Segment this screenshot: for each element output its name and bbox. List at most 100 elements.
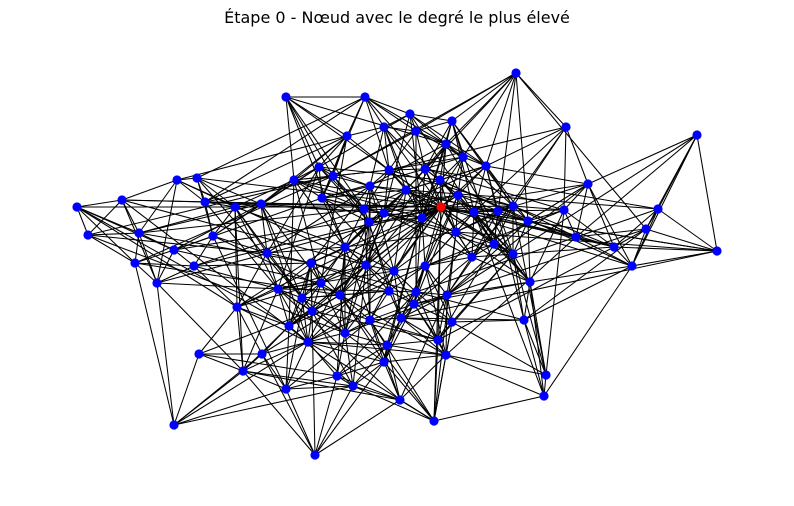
graph-edge bbox=[388, 130, 417, 171]
graph-edge bbox=[332, 169, 390, 177]
graph-edge bbox=[527, 220, 531, 283]
graph-node bbox=[396, 313, 406, 323]
graph-edge bbox=[293, 135, 348, 181]
graph-edge bbox=[512, 246, 615, 255]
graph-edge bbox=[543, 265, 633, 397]
graph-node-highest-degree bbox=[436, 202, 446, 212]
graph-edge bbox=[399, 294, 448, 401]
graph-node bbox=[467, 252, 477, 262]
graph-edge bbox=[196, 96, 366, 179]
graph-node bbox=[361, 260, 371, 270]
graph-node bbox=[316, 278, 326, 288]
graph-edge bbox=[332, 130, 417, 177]
graph-node bbox=[379, 122, 389, 132]
graph-node bbox=[379, 208, 389, 218]
graph-edge bbox=[266, 252, 279, 290]
graph-edge bbox=[415, 291, 525, 321]
graph-edge bbox=[307, 206, 442, 343]
graph-edge bbox=[433, 354, 447, 422]
graph-edge bbox=[451, 321, 547, 376]
graph-node bbox=[289, 175, 299, 185]
graph-node bbox=[519, 315, 529, 325]
graph-edge bbox=[364, 96, 447, 145]
graph-node bbox=[384, 165, 394, 175]
graph-edge bbox=[318, 113, 411, 168]
graph-edge bbox=[440, 206, 633, 267]
graph-edge bbox=[344, 221, 370, 334]
graph-edge bbox=[383, 126, 390, 171]
graph-edge bbox=[515, 72, 567, 128]
graph-node bbox=[365, 315, 375, 325]
graph-edge bbox=[204, 96, 366, 203]
graph-edge bbox=[400, 317, 525, 321]
graph-node bbox=[411, 126, 421, 136]
graph-node bbox=[469, 207, 479, 217]
graph-edge bbox=[76, 206, 238, 308]
graph-node bbox=[508, 201, 518, 211]
graph-node bbox=[208, 231, 218, 241]
graph-edge bbox=[400, 317, 439, 341]
graph-edge bbox=[301, 297, 371, 321]
graph-edge bbox=[485, 126, 567, 167]
graph-edge bbox=[193, 206, 442, 267]
graph-edge bbox=[563, 209, 615, 248]
graph-edge bbox=[261, 341, 309, 355]
graph-edge bbox=[236, 306, 263, 355]
graph-edge bbox=[439, 179, 633, 267]
graph-edge bbox=[138, 232, 158, 284]
graph-edge bbox=[515, 72, 529, 222]
graph-edge bbox=[310, 262, 390, 292]
graph-node bbox=[409, 299, 419, 309]
graph-edge bbox=[260, 203, 303, 299]
graph-edge bbox=[134, 262, 195, 267]
graph-edge bbox=[260, 203, 268, 254]
graph-edge bbox=[277, 288, 309, 343]
figure-title: Étape 0 - Nœud avec le degré le plus éle… bbox=[224, 8, 570, 27]
graph-node bbox=[192, 173, 202, 183]
graph-node bbox=[284, 321, 294, 331]
graph-edge bbox=[76, 206, 290, 327]
graph-edge bbox=[439, 156, 464, 181]
graph-node bbox=[561, 122, 571, 132]
graph-edge bbox=[156, 249, 175, 284]
graph-edge bbox=[529, 281, 545, 397]
graph-edge bbox=[339, 294, 385, 363]
graph-edge bbox=[339, 294, 447, 356]
graph-edge bbox=[242, 370, 287, 390]
graph-edge bbox=[413, 210, 499, 305]
graph-edge bbox=[451, 120, 475, 213]
graph-edge bbox=[433, 206, 442, 422]
graph-edge bbox=[471, 256, 531, 283]
graph-edge bbox=[301, 221, 370, 299]
graph-edge bbox=[260, 203, 442, 208]
graph-edge bbox=[433, 395, 545, 422]
graph-edge bbox=[400, 250, 718, 319]
graph-node bbox=[627, 261, 637, 271]
graph-edge bbox=[445, 143, 514, 207]
graph-node bbox=[441, 139, 451, 149]
graph-edge bbox=[645, 228, 718, 252]
graph-edge bbox=[198, 353, 244, 372]
graph-node bbox=[256, 199, 266, 209]
graph-edge bbox=[386, 303, 415, 346]
graph-edge bbox=[307, 341, 385, 363]
graph-edge bbox=[369, 143, 447, 187]
graph-edge bbox=[383, 212, 423, 219]
graph-edge bbox=[473, 126, 567, 213]
graph-node bbox=[559, 205, 569, 215]
graph-node bbox=[257, 349, 267, 359]
graph-edge bbox=[121, 179, 178, 201]
graph-edge bbox=[415, 291, 439, 341]
graph-edge bbox=[352, 361, 385, 387]
graph-edge bbox=[415, 291, 448, 296]
graph-edge bbox=[457, 194, 499, 212]
graph-edge bbox=[321, 189, 407, 199]
graph-edge bbox=[424, 256, 473, 267]
graph-node bbox=[523, 216, 533, 226]
graph-edge bbox=[405, 189, 529, 222]
graph-edge bbox=[193, 262, 312, 267]
graph-edge bbox=[236, 252, 268, 308]
graph-edge bbox=[352, 385, 435, 422]
graph-edge bbox=[336, 361, 385, 377]
graph-edge bbox=[156, 282, 244, 372]
